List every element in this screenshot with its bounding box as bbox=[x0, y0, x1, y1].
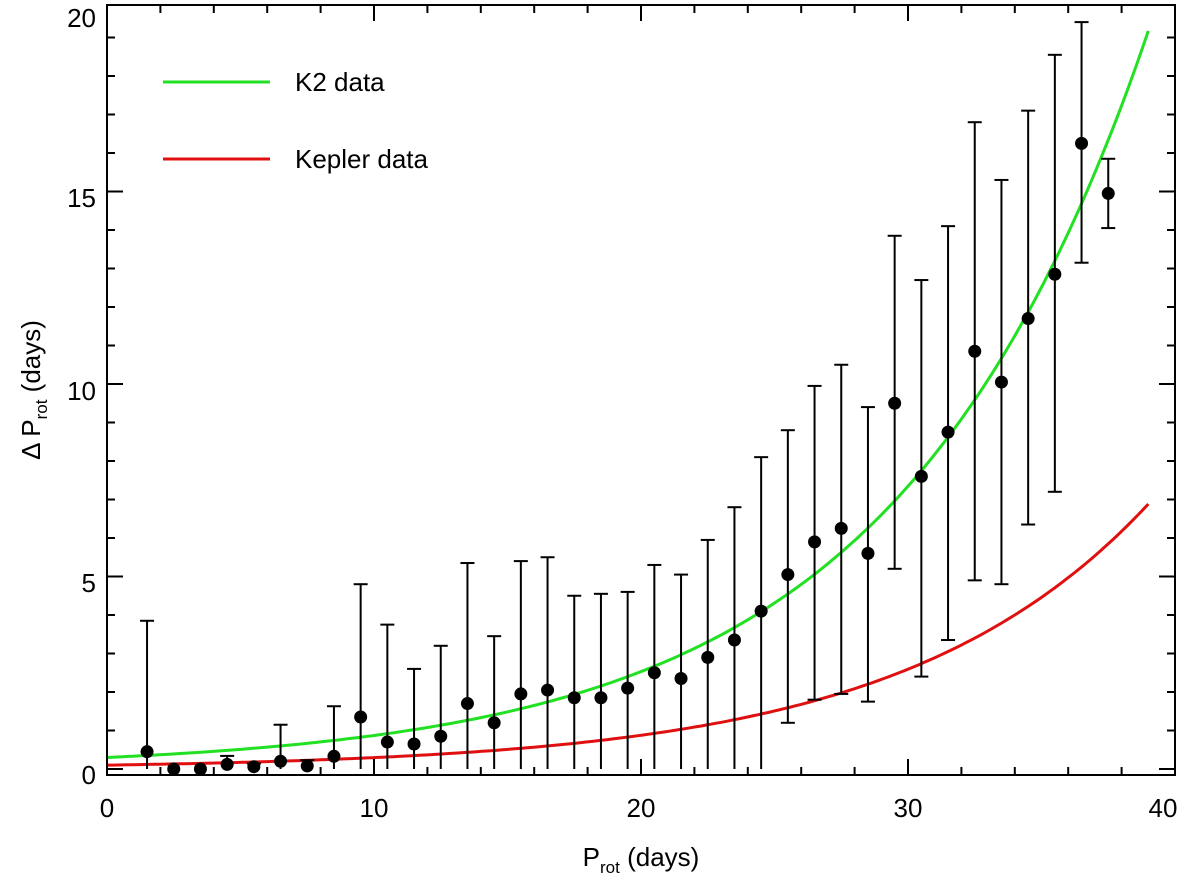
y-tick-label: 20 bbox=[67, 3, 96, 33]
y-tick-label: 10 bbox=[67, 376, 96, 406]
data-point bbox=[888, 396, 902, 410]
data-point bbox=[541, 683, 555, 697]
data-point bbox=[594, 691, 608, 705]
y-tick-label: 0 bbox=[82, 760, 96, 790]
y-axis-label: Δ Prot (days) bbox=[16, 320, 51, 460]
data-point bbox=[727, 633, 741, 647]
x-tick-label: 20 bbox=[627, 793, 656, 823]
x-tick-label: 30 bbox=[894, 793, 923, 823]
data-point bbox=[247, 760, 261, 774]
data-point bbox=[621, 681, 635, 695]
legend-label-kepler: Kepler data bbox=[295, 144, 429, 174]
data-point bbox=[514, 687, 528, 701]
data-point bbox=[434, 729, 448, 743]
data-point bbox=[941, 425, 955, 439]
data-point bbox=[861, 546, 875, 560]
data-point bbox=[460, 697, 474, 711]
data-point bbox=[487, 716, 501, 730]
error-bars bbox=[140, 21, 1116, 769]
data-point bbox=[407, 737, 421, 751]
data-point bbox=[327, 749, 341, 763]
data-point bbox=[834, 521, 848, 535]
data-point bbox=[1021, 312, 1035, 326]
x-tick-label: 10 bbox=[360, 793, 389, 823]
data-point bbox=[354, 710, 368, 724]
data-point bbox=[1101, 186, 1115, 200]
axis-ticks bbox=[106, 5, 1176, 775]
data-point bbox=[994, 375, 1008, 389]
x-tick-label: 40 bbox=[1149, 793, 1178, 823]
data-point bbox=[380, 735, 394, 749]
legend-label-k2: K2 data bbox=[295, 67, 385, 97]
x-axis-label: Prot (days) bbox=[583, 842, 700, 877]
data-point bbox=[647, 666, 661, 680]
x-axis-tick-labels: 0 10 20 30 40 bbox=[100, 793, 1178, 823]
data-point bbox=[167, 762, 181, 776]
data-point bbox=[754, 604, 768, 618]
data-point bbox=[781, 568, 795, 582]
y-tick-label: 5 bbox=[82, 568, 96, 598]
data-points bbox=[140, 136, 1115, 776]
data-point bbox=[567, 691, 581, 705]
y-axis-tick-labels: 0 5 10 15 20 bbox=[67, 3, 96, 790]
data-point bbox=[220, 757, 234, 771]
y-tick-label: 15 bbox=[67, 183, 96, 213]
data-point bbox=[914, 469, 928, 483]
data-point bbox=[808, 535, 822, 549]
data-point bbox=[300, 759, 314, 773]
legend: K2 data Kepler data bbox=[163, 67, 429, 174]
data-point bbox=[274, 754, 288, 768]
data-point bbox=[1075, 136, 1089, 150]
data-point bbox=[193, 762, 207, 776]
x-tick-label: 0 bbox=[100, 793, 114, 823]
data-point bbox=[140, 745, 154, 759]
data-point bbox=[1048, 267, 1062, 281]
data-point bbox=[674, 672, 688, 686]
data-point bbox=[701, 650, 715, 664]
data-point bbox=[968, 344, 982, 358]
